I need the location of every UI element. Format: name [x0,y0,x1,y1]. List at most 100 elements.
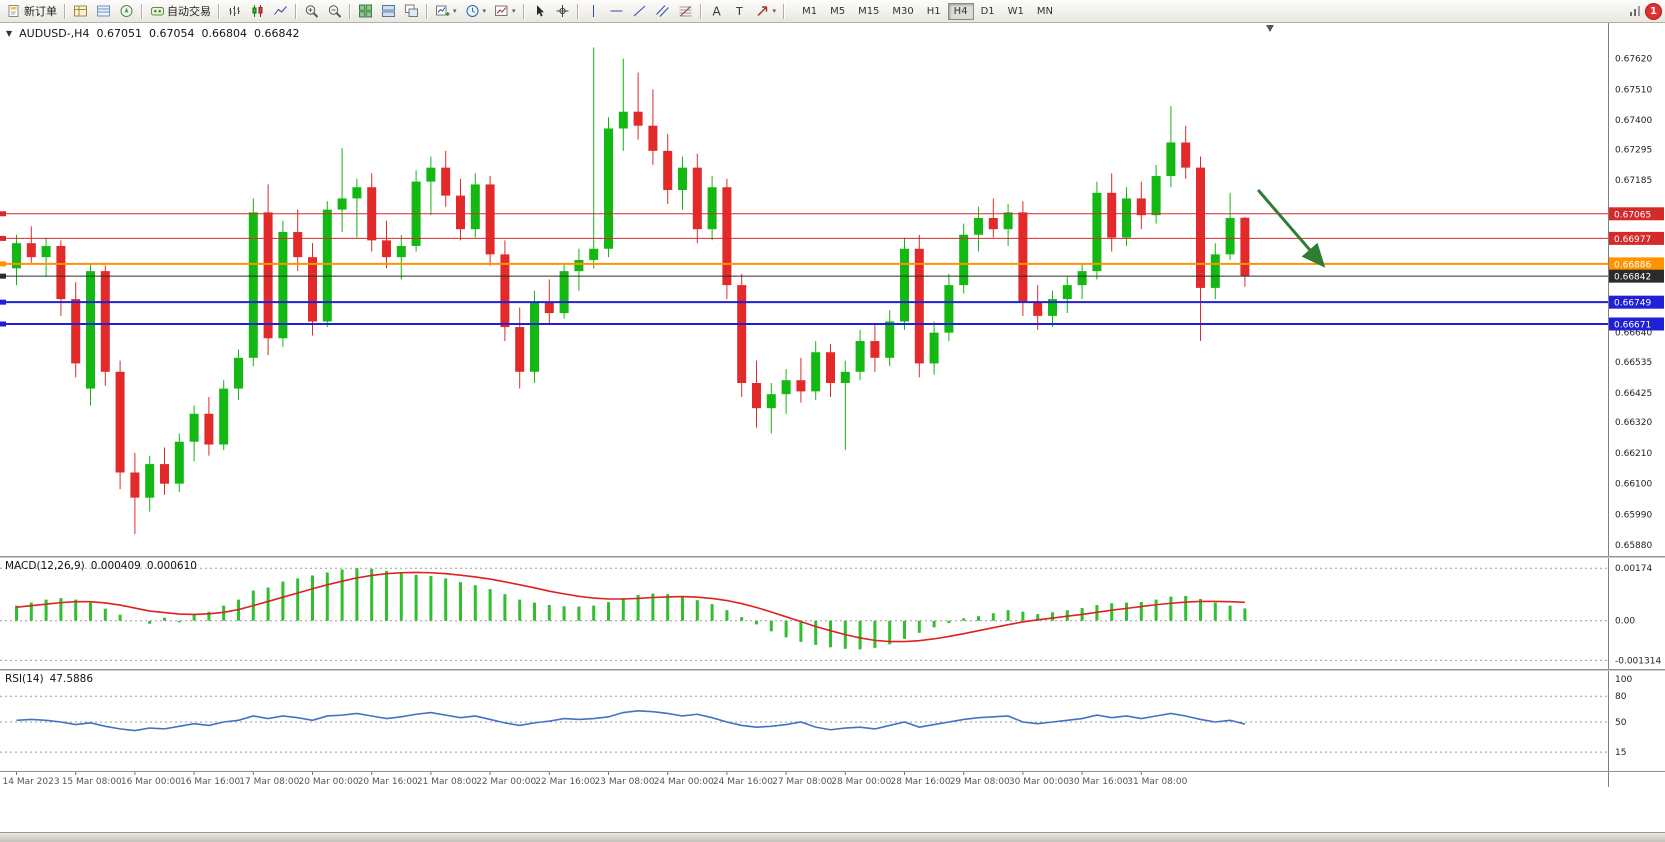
svg-text:0.67065: 0.67065 [1614,210,1651,220]
timeframe-m5-button[interactable]: M5 [824,3,851,20]
svg-text:22 Mar 00:00: 22 Mar 00:00 [476,777,536,787]
timeframe-m15-button[interactable]: M15 [852,3,885,20]
toolbar-separator [349,3,351,19]
cascade-windows-button[interactable] [400,2,423,21]
chart-macd-splitter[interactable] [0,556,1665,558]
svg-text:0.67185: 0.67185 [1615,176,1652,186]
timeframe-m30-button[interactable]: M30 [886,3,919,20]
data-window-icon [96,4,111,18]
trendline-icon [632,4,647,18]
price-axis[interactable]: 0.67620 0.67510 0.67400 0.67295 0.67185 0.666… [1615,55,1652,552]
market-watch-icon [73,4,88,18]
toolbar: 新订单 自动交易 ▾ ▾ ▾ A T ▾ M1 M5 M15 M30 H1 H4 D1 W1 MN 1 [0,0,1665,23]
svg-text:0.67400: 0.67400 [1615,116,1652,126]
timeframe-d1-button[interactable]: D1 [975,3,1001,20]
toolbar-separator [699,3,702,19]
text-tool-button[interactable]: A [705,2,728,21]
toolbar-separator [522,3,525,19]
macd-main-value: 0.000409 [90,560,141,572]
svg-text:24 Mar 16:00: 24 Mar 16:00 [713,777,773,787]
svg-text:23 Mar 08:00: 23 Mar 08:00 [595,777,655,787]
trendline-button[interactable] [628,2,651,21]
new-chart-button[interactable]: ▾ [431,2,461,21]
line-chart-button[interactable] [269,2,292,21]
chart-title: ▼ AUDUSD-,H4 0.67051 0.67054 0.66804 0.6… [6,27,299,40]
svg-text:17 Mar 08:00: 17 Mar 08:00 [239,777,299,787]
macd-name: MACD(12,26,9) [5,560,85,572]
toolbar-right: 1 [1629,0,1662,23]
timeframe-w1-button[interactable]: W1 [1002,3,1030,20]
macd-rsi-splitter[interactable] [0,669,1665,671]
arrows-tool-button[interactable]: ▾ [751,2,781,21]
toolbar-separator [141,3,143,19]
cursor-icon [532,4,547,18]
toolbar-separator [576,3,579,19]
channel-icon [655,4,670,18]
ohlc-open: 0.67051 [96,27,142,40]
zoom-out-button[interactable] [323,2,346,21]
annotation-arrow[interactable] [1257,189,1326,268]
svg-text:14 Mar 2023: 14 Mar 2023 [3,777,60,787]
tile-horizontal-icon [381,4,396,18]
price-level-lines[interactable] [0,211,1608,327]
new-order-button[interactable]: 新订单 [3,2,61,21]
candles [12,47,1250,535]
profiles-button[interactable]: ▾ [461,2,491,21]
cursor-button[interactable] [528,2,551,21]
timeframe-mn-button[interactable]: MN [1031,3,1059,20]
svg-text:0.66640: 0.66640 [1615,329,1652,339]
svg-text:0.66320: 0.66320 [1615,418,1652,428]
ohlc-low: 0.66804 [201,27,247,40]
ohlc-high: 0.67054 [148,27,195,40]
new-order-button-label: 新订单 [24,5,57,18]
macd-indicator-label: MACD(12,26,9) 0.000409 0.000610 [5,560,197,572]
navigator-button[interactable] [115,2,138,21]
svg-text:0.66842: 0.66842 [1614,273,1651,283]
channel-button[interactable] [651,2,674,21]
new-chart-icon [435,4,450,18]
horizontal-line-button[interactable] [605,2,628,21]
svg-text:15: 15 [1615,748,1626,758]
macd-chart[interactable]: 0.00174 0.00 -0.001314 [0,558,1665,669]
zoom-in-button[interactable] [300,2,323,21]
ohlc-close: 0.66842 [253,27,300,40]
vertical-line-button[interactable] [582,2,605,21]
svg-text:0.66749: 0.66749 [1614,299,1651,309]
macd-histogram [15,568,1247,650]
time-axis[interactable]: 14 Mar 2023 15 Mar 08:00 16 Mar 00:00 16 Ma… [0,771,1665,787]
svg-text:0.66210: 0.66210 [1615,449,1652,459]
label-tool-button[interactable]: T [728,2,751,21]
toolbar-separator [295,3,297,19]
timeframe-h1-button[interactable]: H1 [921,3,947,20]
market-watch-button[interactable] [69,2,92,21]
notification-badge[interactable]: 1 [1645,3,1662,20]
svg-text:T: T [735,5,743,18]
svg-text:0.66100: 0.66100 [1615,480,1652,490]
chart-symbol-timeframe: AUDUSD-,H4 [19,27,90,40]
svg-text:29 Mar 08:00: 29 Mar 08:00 [950,777,1010,787]
fibonacci-button[interactable] [674,2,697,21]
timeframe-m1-button[interactable]: M1 [796,3,823,20]
svg-text:0.00174: 0.00174 [1615,564,1652,574]
templates-button[interactable]: ▾ [490,2,520,21]
one-click-trading-toggle-icon[interactable]: ▼ [6,29,13,38]
macd-signal-value: 0.000610 [146,560,197,572]
tile-windows-button[interactable] [354,2,377,21]
bar-chart-button[interactable] [223,2,246,21]
timeframe-h4-button[interactable]: H4 [947,2,974,20]
crosshair-button[interactable] [551,2,574,21]
price-chart-panel: ▼ AUDUSD-,H4 0.67051 0.67054 0.66804 0.6… [0,23,1665,556]
dropdown-caret-icon: ▾ [512,7,516,15]
horizontal-scrollbar[interactable] [0,832,1665,842]
svg-text:21 Mar 08:00: 21 Mar 08:00 [417,777,477,787]
chart-shift-marker-icon[interactable] [1266,25,1274,32]
data-window-button[interactable] [92,2,115,21]
candlestick-chart-button[interactable] [246,2,269,21]
svg-text:28 Mar 16:00: 28 Mar 16:00 [891,777,951,787]
rsi-chart[interactable]: 100 80 50 15 [0,671,1665,771]
svg-text:0.67510: 0.67510 [1615,85,1652,95]
tile-horizontal-button[interactable] [377,2,400,21]
auto-trading-button[interactable]: 自动交易 [146,2,215,21]
candlestick-chart[interactable]: 0.67620 0.67510 0.67400 0.67295 0.67185 0.666… [0,23,1665,556]
candlestick-icon [250,4,265,18]
